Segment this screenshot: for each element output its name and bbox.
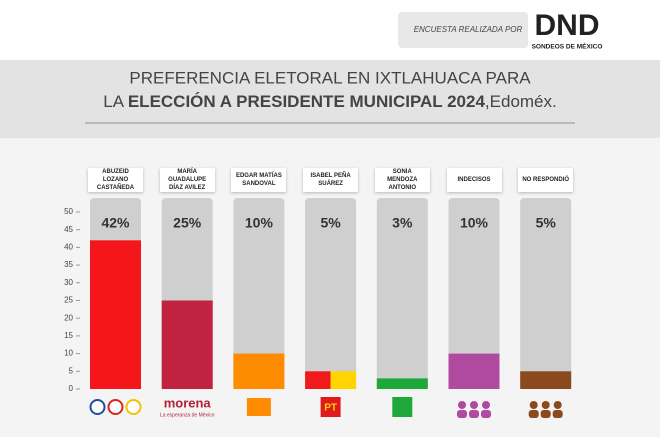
- title-part: ELECCIÓN A PRESIDENTE MUNICIPAL 2024: [128, 92, 486, 111]
- morena-sub: La esperanza de México: [160, 412, 215, 418]
- person-icon: [481, 410, 491, 418]
- category-label: INDECISOS: [446, 168, 502, 192]
- value-label: 10%: [460, 215, 489, 231]
- bar: [90, 240, 141, 389]
- morena-logo: morena: [164, 395, 212, 410]
- value-label: 10%: [245, 215, 274, 231]
- y-tick-label: 40: [64, 243, 73, 252]
- value-label: 5%: [320, 215, 341, 231]
- y-tick-label: 0: [69, 384, 74, 393]
- value-label: 5%: [536, 215, 557, 231]
- title-band: [0, 60, 660, 138]
- person-icon: [528, 410, 539, 418]
- person-icon: [457, 410, 467, 418]
- category-label: ISABEL PEÑA SUÁREZ: [303, 168, 359, 192]
- category-label: EDGAR MATÍAS SANDOVAL: [231, 168, 287, 192]
- person-icon: [541, 401, 550, 409]
- bar: [376, 378, 428, 389]
- bar: [448, 353, 500, 389]
- category-label: SONIA MENDOZA ANTONIO: [374, 168, 430, 192]
- bar: [161, 300, 213, 389]
- column-bg: [520, 198, 572, 389]
- person-icon: [469, 410, 479, 418]
- person-icon: [540, 410, 551, 418]
- title: LA ELECCIÓN A PRESIDENTE MUNICIPAL 2024,…: [103, 92, 556, 111]
- category-label: ABUZEID LOZANO CASTAÑEDA: [88, 168, 143, 192]
- title-rule: [85, 122, 575, 124]
- title: PREFERENCIA ELETORAL EN IXTLAHUACA PARA: [129, 68, 531, 87]
- credit: ENCUESTA REALIZADA POR: [414, 25, 523, 34]
- top-strip: [0, 0, 660, 60]
- value-label: 25%: [173, 215, 202, 231]
- person-icon: [482, 401, 490, 409]
- y-tick-label: 10: [64, 349, 73, 358]
- party-logo: [107, 399, 124, 415]
- logo: DND: [535, 9, 600, 42]
- bar: [233, 353, 285, 389]
- value-label: 3%: [392, 215, 413, 231]
- column-bg: [448, 198, 500, 389]
- value-label: 42%: [101, 215, 130, 231]
- title-part: ,Edoméx.: [485, 92, 557, 111]
- credit-box: [398, 12, 528, 48]
- y-tick-label: 50: [64, 207, 73, 216]
- party-logo: [89, 399, 106, 415]
- category-label: NO RESPONDIÓ: [518, 168, 574, 192]
- y-tick-label: 5: [69, 366, 74, 375]
- pt-text: PT: [324, 403, 337, 414]
- verde-logo: [392, 397, 413, 417]
- mc-logo: [246, 398, 271, 416]
- bar: [305, 371, 331, 389]
- title-part: LA: [103, 92, 128, 111]
- column-bg: [376, 198, 428, 389]
- y-tick-label: 15: [64, 331, 73, 340]
- category-label: MARÍA GUADALUPE DÍAZ AVILEZ: [159, 168, 215, 192]
- person-icon: [553, 401, 562, 409]
- column-bg: [305, 198, 357, 389]
- person-icon: [529, 401, 538, 409]
- person-icon: [458, 401, 466, 409]
- y-tick-label: 30: [64, 278, 73, 287]
- y-tick-label: 35: [64, 260, 73, 269]
- y-tick-label: 20: [64, 313, 73, 322]
- person-icon: [552, 410, 563, 418]
- y-tick-label: 25: [64, 296, 73, 305]
- person-icon: [470, 401, 478, 409]
- pt-logo: [320, 397, 341, 417]
- logo-sub: SONDEOS DE MÉXICO: [532, 42, 603, 51]
- bar: [520, 371, 572, 389]
- y-tick-label: 45: [64, 225, 73, 234]
- column-bg: [233, 198, 285, 389]
- party-logo: [125, 399, 142, 415]
- bar: [330, 371, 357, 389]
